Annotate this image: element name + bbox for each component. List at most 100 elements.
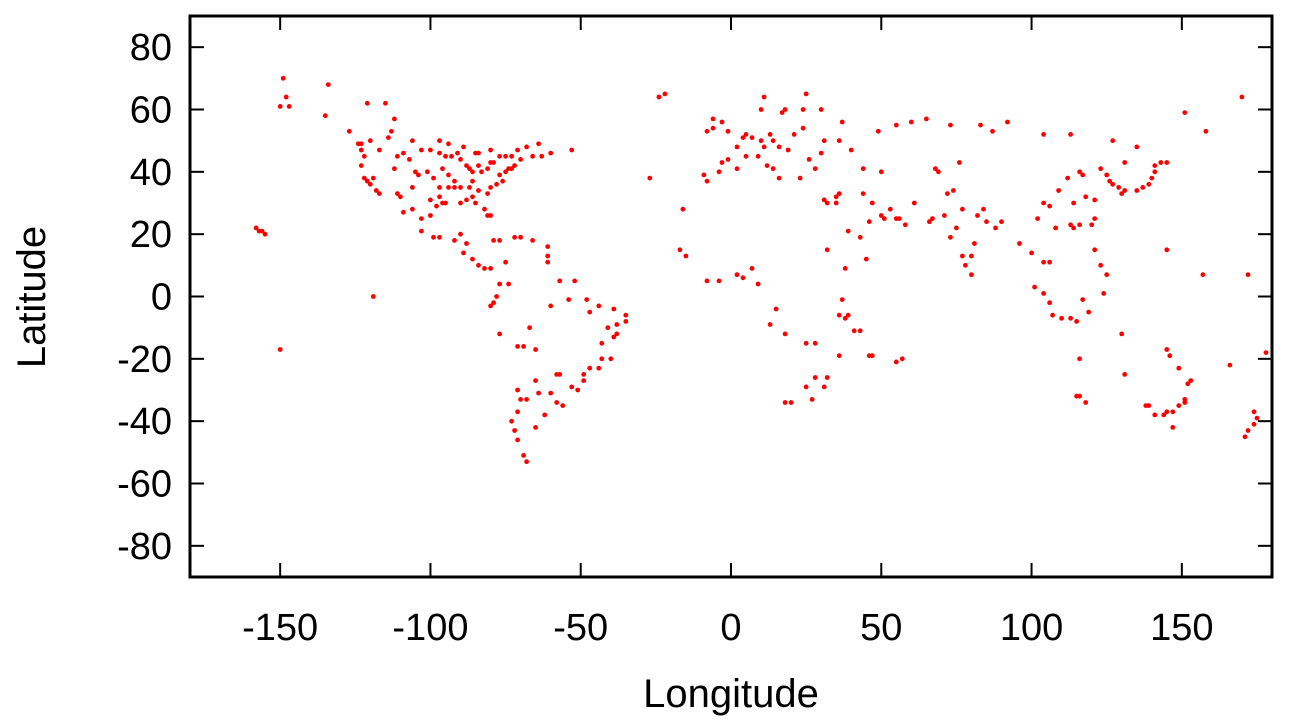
data-point	[782, 107, 788, 112]
data-point	[716, 169, 722, 175]
data-point	[812, 166, 818, 172]
plot-frame	[188, 14, 1274, 579]
data-point	[960, 253, 965, 259]
data-point	[1251, 421, 1257, 427]
data-point	[1164, 247, 1170, 253]
data-point	[515, 344, 520, 349]
ticks-layer: -150 -100 -50 0 50 100 150 -80 -60 -40 -20 0 20 40 60 8…	[117, 16, 1272, 649]
data-point	[506, 281, 511, 287]
data-point	[533, 378, 538, 383]
data-point	[1053, 225, 1058, 231]
data-point	[524, 397, 529, 402]
data-point	[821, 138, 827, 144]
data-point	[524, 144, 529, 150]
data-point	[755, 153, 761, 159]
x-tick-label: 0	[720, 607, 741, 649]
data-point	[1200, 272, 1206, 278]
data-point	[419, 216, 424, 222]
data-point	[1092, 247, 1098, 253]
data-point	[488, 266, 493, 271]
data-point	[818, 107, 824, 112]
data-point	[1140, 185, 1146, 190]
data-point	[557, 278, 563, 284]
data-point	[857, 234, 863, 240]
x-tick-label: 150	[1150, 607, 1213, 649]
data-point	[743, 132, 749, 137]
data-point	[413, 169, 418, 175]
data-point	[761, 144, 767, 150]
data-point	[800, 125, 806, 131]
data-point	[542, 412, 548, 418]
y-tick-label: -60	[117, 464, 172, 506]
data-point	[587, 309, 593, 315]
data-point	[773, 306, 779, 312]
data-point	[1152, 412, 1158, 418]
data-point	[725, 128, 731, 134]
data-point	[812, 375, 818, 380]
data-point	[899, 356, 905, 362]
data-point	[545, 253, 551, 259]
data-point	[533, 347, 538, 352]
data-point	[878, 169, 884, 175]
data-point	[614, 331, 620, 337]
data-point	[325, 82, 331, 87]
data-point	[377, 147, 382, 153]
data-point	[740, 135, 746, 141]
data-point	[1089, 222, 1095, 228]
data-point	[428, 147, 433, 153]
data-point	[821, 384, 827, 390]
data-point	[518, 157, 523, 162]
data-point	[277, 104, 283, 109]
data-point	[367, 181, 373, 187]
data-point	[1170, 409, 1176, 415]
data-point	[548, 150, 554, 156]
data-point	[1146, 181, 1152, 187]
data-point	[875, 128, 881, 134]
data-point	[1047, 259, 1052, 265]
data-point	[527, 325, 532, 331]
data-point	[716, 278, 722, 284]
data-point	[969, 272, 974, 278]
data-point	[824, 247, 830, 253]
data-point	[560, 403, 566, 408]
data-point	[1239, 94, 1245, 100]
data-point	[437, 138, 442, 144]
data-point	[373, 188, 379, 193]
data-point	[608, 356, 614, 362]
data-point	[401, 209, 406, 215]
data-point	[1083, 194, 1089, 200]
data-point	[509, 166, 514, 172]
data-point	[1065, 175, 1070, 181]
data-point	[845, 228, 851, 234]
data-point	[488, 147, 493, 153]
data-point	[902, 222, 908, 228]
data-point	[1050, 312, 1055, 318]
data-point	[945, 191, 950, 197]
data-point	[533, 425, 538, 430]
data-point	[1029, 250, 1034, 256]
data-point	[1170, 425, 1176, 430]
data-point	[383, 100, 388, 106]
data-point	[1164, 347, 1170, 352]
data-point	[458, 231, 463, 237]
data-point	[911, 200, 917, 206]
data-point	[470, 194, 475, 200]
data-point	[581, 372, 587, 377]
data-point	[1185, 381, 1191, 387]
data-point	[614, 322, 620, 327]
data-point	[948, 122, 953, 128]
data-point	[863, 256, 869, 262]
data-point	[1104, 172, 1110, 178]
data-point	[704, 128, 710, 134]
data-point	[978, 122, 983, 128]
data-point	[599, 340, 605, 346]
data-point	[361, 175, 367, 181]
data-point	[1149, 175, 1155, 181]
data-point	[389, 128, 394, 134]
data-point	[800, 107, 806, 112]
data-point	[930, 216, 935, 222]
data-point	[410, 138, 415, 144]
data-point	[662, 91, 668, 97]
data-point	[530, 238, 535, 243]
data-point	[545, 259, 551, 265]
